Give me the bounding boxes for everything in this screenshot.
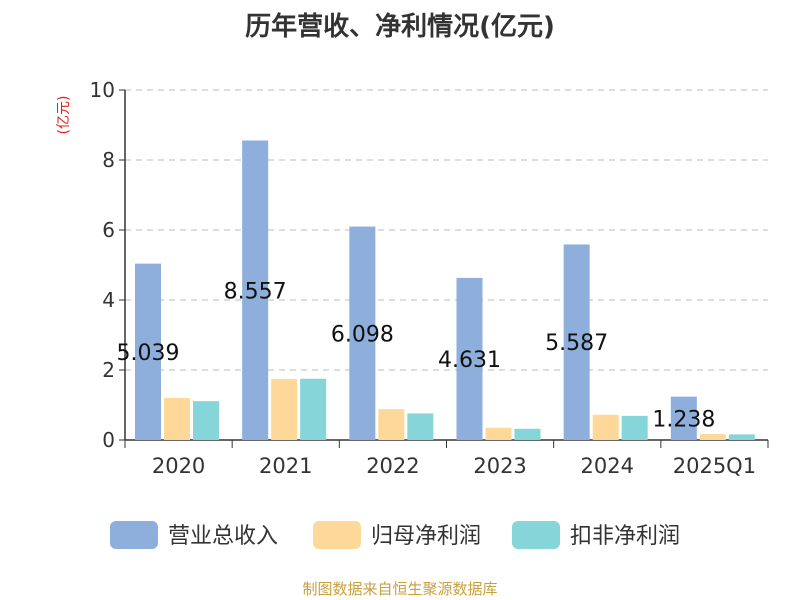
x-tick-label: 2025Q1 [673, 454, 756, 478]
legend-label-3: 扣非净利润 [570, 524, 680, 549]
data-label: 5.587 [545, 331, 608, 356]
bar-1 [456, 277, 483, 440]
bar-3 [193, 401, 219, 440]
bar-2 [378, 409, 405, 440]
x-tick-label: 2020 [152, 454, 205, 478]
y-tick-label: 8 [102, 148, 115, 172]
x-tick-label: 2022 [366, 454, 419, 478]
y-tick-label: 0 [102, 428, 115, 452]
x-tick-label: 2023 [473, 454, 526, 478]
data-label: 1.238 [652, 407, 715, 432]
legend-swatch-1 [110, 521, 158, 549]
data-label: 4.631 [438, 348, 501, 373]
legend-swatch-3 [512, 521, 560, 549]
bar-1 [670, 396, 697, 440]
bar-2 [699, 434, 726, 440]
legend-label-1: 营业总收入 [168, 524, 278, 549]
x-tick-label: 2021 [259, 454, 312, 478]
bar-1 [349, 226, 376, 440]
legend-label-2: 归母净利润 [371, 524, 481, 549]
bar-3 [514, 428, 541, 440]
data-label: 8.557 [224, 279, 287, 304]
bar-2 [592, 414, 619, 440]
y-tick-label: 6 [102, 218, 115, 242]
bar-1 [135, 263, 161, 440]
data-label: 5.039 [117, 341, 180, 366]
bar-3 [621, 415, 648, 440]
bar-1 [563, 244, 590, 440]
legend-swatch-2 [313, 521, 361, 549]
chart-title: 历年营收、净利情况(亿元) [245, 12, 555, 42]
bar-2 [164, 398, 190, 440]
bar-3 [300, 378, 327, 440]
data-label: 6.098 [331, 322, 394, 347]
y-tick-label: 4 [102, 288, 115, 312]
bar-2 [485, 427, 512, 440]
y-tick-label: 10 [90, 78, 115, 102]
source-note: 制图数据来自恒生聚源数据库 [302, 580, 498, 598]
y-tick-label: 2 [102, 358, 115, 382]
bar-2 [271, 379, 298, 440]
bar-1 [242, 140, 269, 440]
bar-3 [407, 413, 434, 440]
y-axis-label: (亿元) [56, 96, 72, 135]
x-tick-label: 2024 [581, 454, 634, 478]
bar-3 [728, 434, 755, 440]
